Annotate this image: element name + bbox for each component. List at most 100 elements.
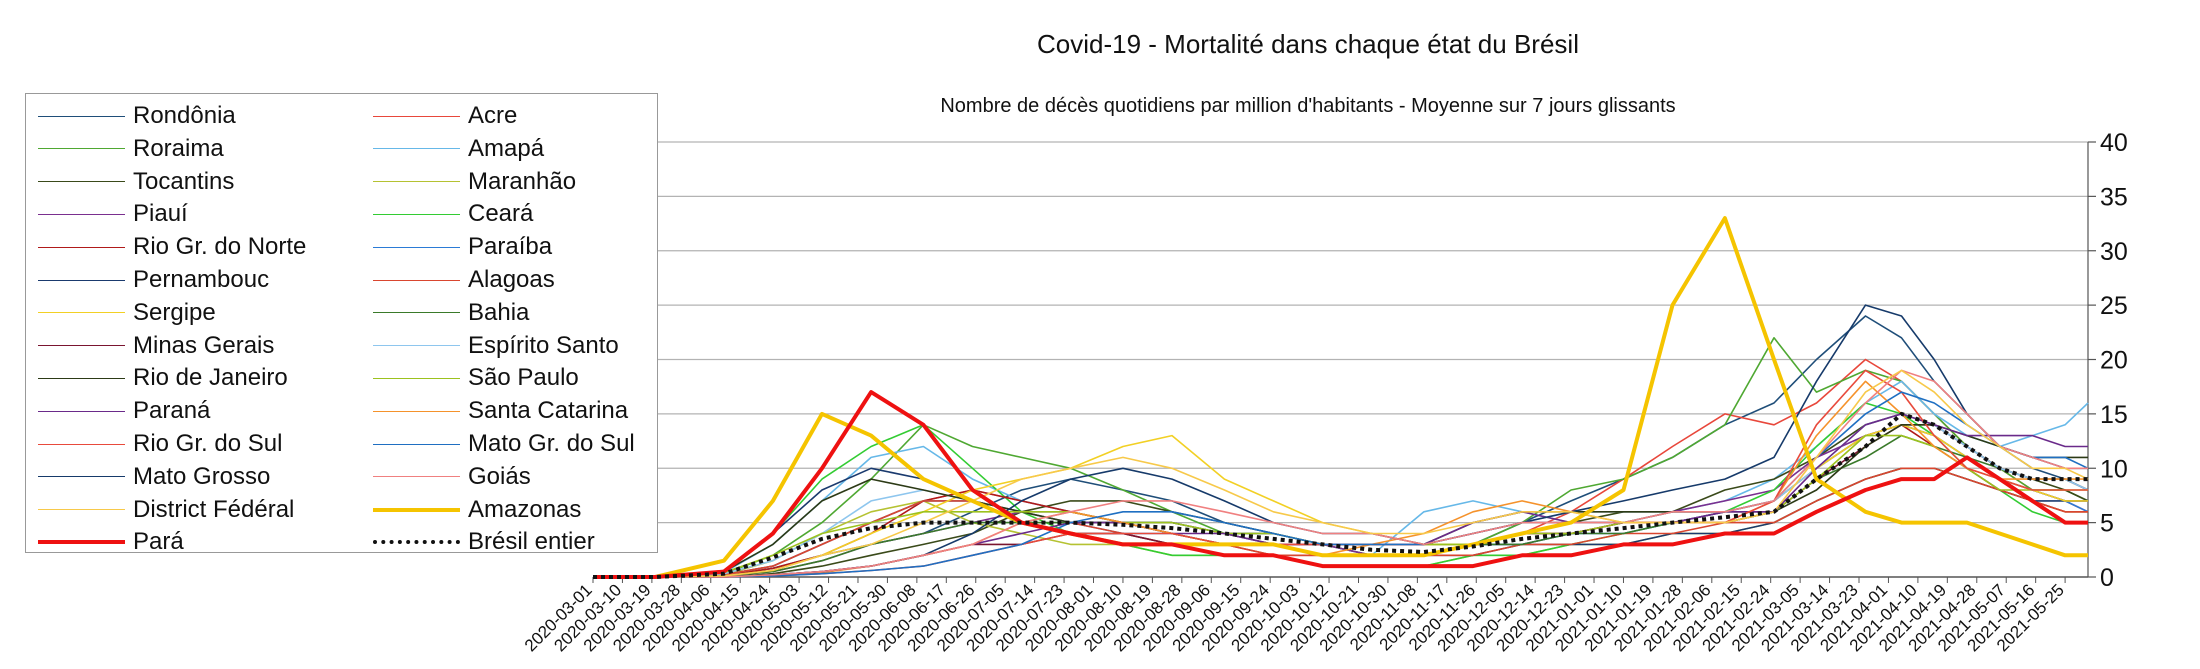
legend-label: Acre — [468, 102, 518, 129]
series-line — [593, 413, 2088, 578]
legend-swatch — [38, 213, 125, 215]
y-tick-label: 0 — [2100, 564, 2114, 592]
legend-item: Alagoas — [361, 264, 555, 296]
legend-label: Roraima — [133, 134, 224, 162]
legend-label: Amazonas — [468, 495, 582, 523]
legend-swatch — [38, 476, 125, 478]
legend-swatch — [373, 410, 460, 412]
legend-label: Minas Gerais — [133, 331, 275, 359]
y-tick-label: 40 — [2100, 129, 2128, 157]
legend-label: Piauí — [133, 200, 188, 228]
legend-item: Espírito Santo — [361, 330, 619, 362]
legend-swatch — [373, 443, 460, 445]
x-axis: 2020-03-012020-03-102020-03-192020-03-28… — [521, 577, 2068, 655]
legend-label: Paraná — [133, 397, 211, 425]
legend-swatch — [373, 540, 460, 545]
legend-swatch — [373, 213, 460, 215]
legend-item: Maranhão — [361, 166, 576, 198]
series-lines — [593, 216, 2089, 579]
legend-swatch — [38, 345, 125, 347]
legend-label: District Fédéral — [133, 495, 295, 523]
legend-item: Rio Gr. do Sul — [26, 428, 282, 460]
legend-item: Sergipe — [26, 297, 216, 329]
series-line — [593, 380, 2089, 578]
legend-label: Pará — [133, 528, 184, 556]
legend-item: Rio de Janeiro — [26, 362, 288, 394]
legend-swatch — [38, 181, 125, 183]
legend-label: Rondônia — [133, 102, 236, 129]
legend-item: Brésil entier — [361, 526, 595, 558]
legend-swatch — [373, 115, 460, 117]
legend-item: Goiás — [361, 461, 531, 493]
legend-swatch — [38, 509, 125, 511]
legend-item: Mato Grosso — [26, 461, 270, 493]
y-axis: 0 5 10 15 20 25 30 35 40 — [2087, 129, 2128, 592]
legend-label: Alagoas — [468, 266, 555, 293]
legend-label: Brésil entier — [468, 528, 595, 556]
legend-label: Mato Grosso — [133, 462, 271, 490]
legend-item: Minas Gerais — [26, 330, 274, 362]
series-line — [593, 369, 2088, 578]
legend-label: Bahia — [468, 298, 530, 326]
legend-label: Mato Gr. do Sul — [468, 430, 635, 457]
series-line — [593, 413, 2089, 578]
legend-label: Ceará — [468, 200, 534, 228]
legend-item: Pernambouc — [26, 264, 269, 296]
legend-label: Maranhão — [468, 167, 577, 195]
y-tick-label: 20 — [2100, 347, 2128, 375]
legend-swatch — [373, 476, 460, 478]
series-line — [593, 315, 2089, 578]
legend-label: Pernambouc — [133, 266, 270, 293]
series-line — [593, 411, 2088, 579]
legend-item: Rondônia — [26, 100, 236, 132]
legend-label: Rio de Janeiro — [133, 364, 288, 392]
chart-subtitle: Nombre de décès quotidiens par million d… — [940, 95, 1675, 117]
legend-swatch — [373, 377, 460, 379]
legend-swatch — [38, 148, 125, 150]
legend-swatch — [373, 345, 460, 347]
legend-swatch — [38, 410, 125, 412]
legend-item: Amazonas — [361, 494, 581, 526]
legend-label: Rio Gr. do Norte — [133, 233, 307, 261]
legend-swatch — [38, 279, 125, 281]
legend-swatch — [38, 312, 125, 314]
legend-label: Rio Gr. do Sul — [133, 430, 283, 457]
legend-swatch — [38, 246, 125, 248]
legend-swatch — [373, 148, 460, 150]
legend-label: Sergipe — [133, 298, 216, 326]
legend-item: Pará — [26, 526, 184, 558]
y-tick-label: 30 — [2100, 238, 2128, 266]
legend-item: Paraíba — [361, 231, 552, 263]
series-line — [593, 216, 2088, 579]
legend-item: District Fédéral — [26, 494, 294, 526]
legend-swatch — [373, 312, 460, 314]
legend-item: Paraná — [26, 395, 210, 427]
legend-item: Piauí — [26, 198, 188, 230]
legend-swatch — [38, 443, 125, 445]
series-line — [593, 413, 2089, 578]
legend-swatch — [373, 279, 460, 281]
legend-item: Amapá — [361, 133, 544, 165]
legend-label: Tocantins — [133, 167, 235, 195]
legend-label: São Paulo — [468, 364, 579, 392]
legend-item: São Paulo — [361, 362, 579, 394]
legend-label: Goiás — [468, 462, 531, 490]
chart-title: Covid-19 - Mortalité dans chaque état du… — [1037, 29, 1579, 59]
legend-swatch — [373, 246, 460, 248]
y-tick-label: 15 — [2100, 401, 2128, 429]
legend-item: Ceará — [361, 198, 533, 230]
legend-item: Mato Gr. do Sul — [361, 428, 635, 460]
legend-item: Rio Gr. do Norte — [26, 231, 306, 263]
legend-item: Roraima — [26, 133, 224, 165]
legend: Rondônia Acre Roraima Amapá Tocantins Maranhã… — [25, 93, 658, 555]
legend-swatch — [38, 115, 125, 117]
legend-label: Espírito Santo — [468, 331, 619, 359]
legend-swatch — [38, 377, 125, 379]
y-tick-label: 5 — [2100, 510, 2114, 538]
legend-item: Acre — [361, 100, 517, 132]
legend-label: Amapá — [468, 134, 545, 162]
series-line — [593, 369, 2089, 578]
grid-lines — [593, 141, 2088, 578]
y-tick-label: 10 — [2100, 455, 2128, 483]
legend-item: Bahia — [361, 297, 529, 329]
